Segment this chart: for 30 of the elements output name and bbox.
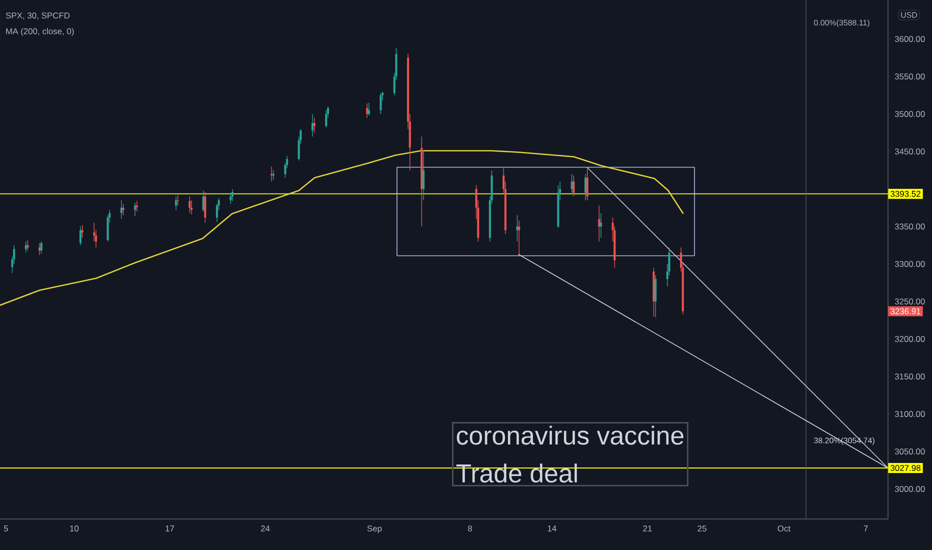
text: SPX, 30, SPCFD <box>6 12 70 20</box>
x-tick-label: 5 <box>4 526 8 532</box>
x-tick-label: 14 <box>548 526 556 532</box>
y-tick-label: 3550.00 <box>894 73 925 80</box>
y-tick-label: 3450.00 <box>894 148 925 154</box>
x-tick-label: 7 <box>864 526 868 532</box>
y-tick-label: 3000.00 <box>894 486 925 492</box>
x-tick-label: Oct <box>778 526 790 532</box>
annotation: coronavirus vaccine <box>456 426 684 445</box>
ref-line-label: 3027.98 <box>890 465 920 471</box>
text: 3236.91 <box>890 308 920 314</box>
y-tick-label: 3250.00 <box>894 298 925 304</box>
y-tick-label: 3100.00 <box>894 410 925 417</box>
y-tick-label: 3600.00 <box>894 36 925 42</box>
y-tick-label: 3300.00 <box>894 260 925 267</box>
y-tick-label: 3200.00 <box>894 336 925 342</box>
x-tick-label: 17 <box>166 526 174 532</box>
text: MA (200, close, 0) <box>6 28 74 36</box>
x-tick-label: 25 <box>698 526 706 532</box>
x-tick-label: Sep <box>367 526 382 534</box>
annotation: Trade deal <box>456 464 577 483</box>
x-tick-label: 21 <box>643 526 652 532</box>
y-tick-label: 3350.00 <box>894 223 925 230</box>
ref-line-label: 3393.52 <box>890 190 920 197</box>
x-tick-label: 8 <box>468 526 472 532</box>
x-tick-label: 24 <box>261 526 270 532</box>
x-tick-label: 10 <box>70 526 79 532</box>
y-tick-label: 3050.00 <box>894 448 925 454</box>
y-tick-label: 3500.00 <box>894 110 925 117</box>
y-tick-label: 3150.00 <box>894 373 925 380</box>
